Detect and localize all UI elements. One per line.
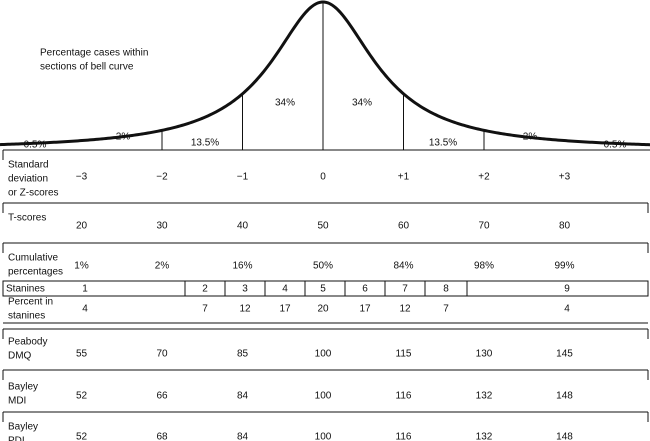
row-value: 98%: [474, 261, 494, 272]
row-value: 68: [156, 432, 168, 441]
stanine-value: 5: [320, 284, 326, 295]
bell-curve: [0, 0, 650, 147]
stanine-value: 8: [443, 284, 449, 295]
row-value: 80: [559, 221, 571, 232]
row-label: Bayley: [8, 382, 38, 393]
row-value: 52: [76, 391, 88, 402]
row-value: 60: [398, 221, 410, 232]
row-label: MDI: [8, 396, 26, 407]
stanine-percent: 4: [564, 304, 570, 315]
row-value: 148: [556, 391, 573, 402]
row-value: 20: [76, 221, 88, 232]
row-label: Standard: [8, 160, 49, 171]
row-value: 30: [156, 221, 168, 232]
row-label: Peabody: [8, 337, 47, 348]
curve-percentage: 13.5%: [191, 138, 219, 149]
row-value: +3: [559, 172, 571, 183]
stanine-value: 1: [82, 284, 88, 295]
stanine-value: 2: [202, 284, 208, 295]
stanine-box: [2, 280, 649, 297]
row-value: 55: [76, 349, 88, 360]
stanine-value: 7: [402, 284, 408, 295]
stanine-value: 4: [282, 284, 288, 295]
stanine-percent: 4: [82, 304, 88, 315]
curve-percentage: 34%: [275, 98, 295, 109]
row-label: or Z-scores: [8, 188, 59, 199]
row-value: 132: [476, 391, 493, 402]
stanine-value: 6: [362, 284, 368, 295]
curve-percentage: 13.5%: [429, 138, 457, 149]
row-label: T-scores: [8, 213, 46, 224]
row-value: −1: [237, 172, 249, 183]
row-value: 50: [317, 221, 329, 232]
row-value: 52: [76, 432, 88, 441]
caption: sections of bell curve: [40, 62, 134, 73]
row-value: 0: [320, 172, 326, 183]
row-value: 85: [237, 349, 249, 360]
row-value: 70: [478, 221, 490, 232]
row-value: 148: [556, 432, 573, 441]
row-value: +2: [478, 172, 490, 183]
row-value: 84: [237, 391, 249, 402]
row-value: 130: [476, 349, 493, 360]
row-value: 100: [315, 432, 332, 441]
row-label: PDI: [8, 436, 25, 441]
row-value: 100: [315, 349, 332, 360]
row-value: 66: [156, 391, 168, 402]
row-label: deviation: [8, 174, 48, 185]
stanine-percent: 20: [317, 304, 329, 315]
row-value: 70: [156, 349, 168, 360]
curve-percentage: 2%: [116, 132, 131, 143]
row-value: 99%: [554, 261, 574, 272]
row-label: Stanines: [6, 284, 45, 295]
curve-percentage: 34%: [352, 98, 372, 109]
stanine-percent: 7: [202, 304, 208, 315]
row-label: DMQ: [8, 351, 32, 362]
stanine-percent: 12: [399, 304, 411, 315]
stanine-value: 3: [242, 284, 248, 295]
row-value: 116: [396, 391, 412, 402]
row-value: 132: [476, 432, 493, 441]
curve-percentage: 2%: [523, 132, 538, 143]
row-value: +1: [398, 172, 410, 183]
row-value: 84%: [393, 261, 413, 272]
row-value: 40: [237, 221, 249, 232]
row-label: Cumulative: [8, 253, 58, 264]
row-label: percentages: [8, 267, 63, 278]
row-value: 116: [396, 432, 412, 441]
curve-percentage: 0.5%: [24, 140, 47, 151]
row-value: 145: [556, 349, 573, 360]
row-value: −2: [156, 172, 168, 183]
row-value: 84: [237, 432, 249, 441]
stanine-percent: 17: [279, 304, 291, 315]
row-label: Bayley: [8, 422, 38, 433]
row-label: Percent in: [8, 297, 53, 308]
caption: Percentage cases within: [40, 48, 148, 59]
row-value: 1%: [74, 261, 89, 272]
stanine-percent: 12: [239, 304, 251, 315]
curve-percentage: 0.5%: [604, 140, 627, 151]
row-label: stanines: [8, 311, 45, 322]
row-value: −3: [76, 172, 88, 183]
stanine-percent: 17: [359, 304, 371, 315]
stanine-value: 9: [564, 284, 570, 295]
stanine-percent: 7: [443, 304, 449, 315]
row-value: 16%: [232, 261, 252, 272]
row-value: 50%: [313, 261, 333, 272]
row-value: 2%: [155, 261, 170, 272]
row-value: 115: [396, 349, 412, 360]
row-value: 100: [315, 391, 332, 402]
